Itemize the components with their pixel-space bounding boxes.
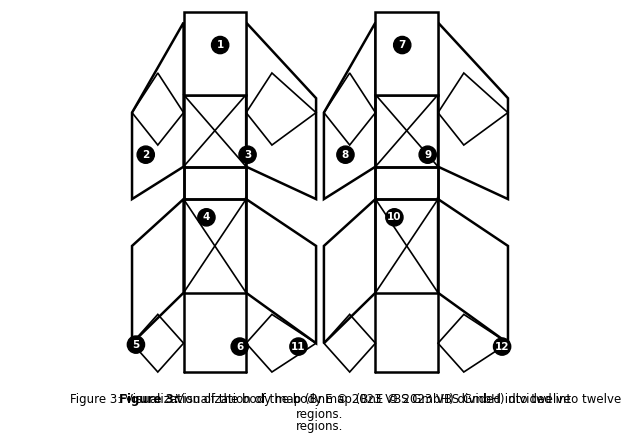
Circle shape: [290, 338, 307, 355]
Text: 6: 6: [236, 342, 243, 352]
Circle shape: [127, 336, 145, 353]
Circle shape: [137, 146, 154, 163]
Circle shape: [394, 36, 411, 54]
Circle shape: [419, 146, 436, 163]
Text: 1: 1: [216, 40, 224, 50]
Text: Figure 3:: Figure 3:: [119, 393, 179, 406]
Circle shape: [386, 209, 403, 226]
Circle shape: [493, 338, 511, 355]
Bar: [184, 12, 246, 95]
Text: Visualization of the body map (BnE © 2023 VBS GmbH) divided into twelve: Visualization of the body map (BnE © 202…: [172, 393, 621, 406]
Text: 3: 3: [244, 150, 251, 160]
Circle shape: [239, 146, 256, 163]
Text: Figure 3: Visualization of the body map (BnE © 2023 VBS GmbH) divided into twelv: Figure 3: Visualization of the body map …: [70, 393, 570, 421]
Text: 5: 5: [132, 340, 140, 350]
Text: 7: 7: [399, 40, 406, 50]
Text: 2: 2: [142, 150, 149, 160]
Text: 12: 12: [495, 342, 509, 352]
Text: 4: 4: [203, 212, 210, 222]
Text: 9: 9: [424, 150, 431, 160]
Circle shape: [231, 338, 248, 355]
Circle shape: [212, 36, 228, 54]
Text: regions.: regions.: [296, 420, 344, 433]
Circle shape: [198, 209, 215, 226]
Text: 11: 11: [291, 342, 306, 352]
Text: 8: 8: [342, 150, 349, 160]
Bar: [376, 12, 438, 95]
Circle shape: [337, 146, 354, 163]
Text: 10: 10: [387, 212, 402, 222]
